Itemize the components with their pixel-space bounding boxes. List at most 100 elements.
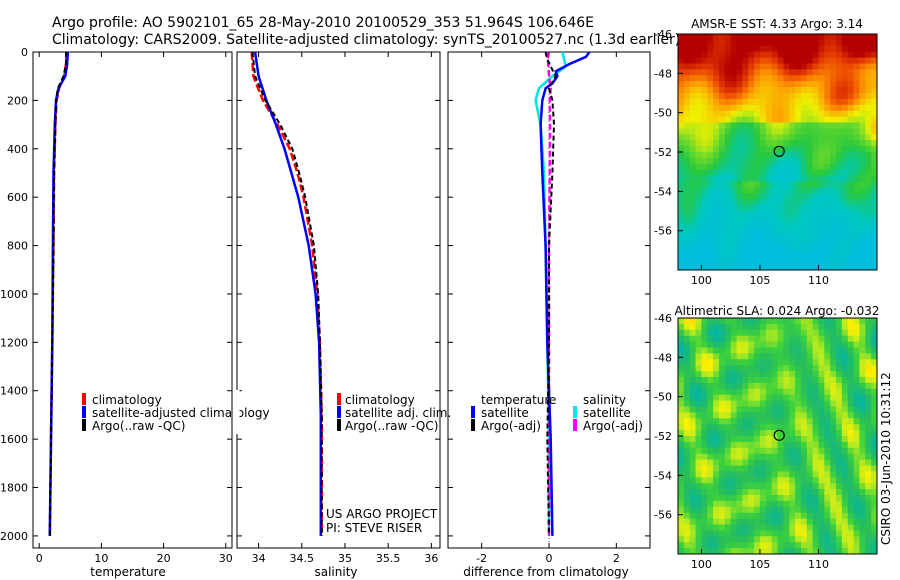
heat-cell (830, 45, 837, 53)
heat-cell (736, 93, 743, 100)
heat-cell (783, 465, 790, 472)
heat-cell (830, 246, 837, 253)
heat-cell (871, 542, 877, 549)
heat-cell (847, 441, 855, 449)
heat-cell (718, 45, 726, 53)
heat-cell (806, 453, 814, 461)
heat-cell (847, 75, 855, 82)
heat-cell (730, 536, 738, 543)
heat-cell (701, 347, 708, 354)
heat-cell (713, 81, 720, 88)
heat-cell (754, 335, 761, 343)
heat-cell (713, 453, 720, 461)
heat-cell (812, 536, 820, 543)
heat-cell (806, 199, 814, 206)
heat-cell (783, 418, 790, 425)
heat-cell (800, 548, 808, 554)
heat-cell (689, 128, 697, 135)
heat-cell (759, 471, 767, 478)
heat-cell (718, 75, 726, 82)
heat-cell (795, 477, 802, 484)
heat-cell (783, 175, 790, 183)
heat-cell (806, 211, 814, 218)
heat-cell (759, 418, 767, 425)
heat-cell (847, 116, 855, 124)
heat-cell (771, 500, 779, 508)
heat-cell (800, 518, 808, 526)
heat-cell (678, 51, 685, 59)
heat-cell (836, 163, 843, 171)
heat-cell (789, 495, 796, 502)
heat-cell (707, 146, 714, 153)
heat-cell (736, 465, 743, 472)
heat-cell (789, 371, 796, 378)
heat-cell (812, 518, 820, 526)
heat-cell (865, 228, 872, 236)
heat-cell (759, 548, 767, 554)
heat-cell (795, 234, 802, 242)
heat-cell (806, 424, 814, 431)
heat-cell (800, 465, 808, 472)
heat-cell (836, 524, 843, 531)
heat-cell (689, 477, 697, 484)
heat-cell (730, 548, 738, 554)
heat-cell (783, 506, 790, 514)
heat-cell (795, 98, 802, 106)
heat-cell (759, 353, 767, 360)
timestamp-stamp: CSIRO 03-Jun-2010 10:31:12 (879, 372, 893, 545)
heat-cell (812, 152, 820, 159)
heat-cell (713, 335, 720, 343)
heat-cell (713, 63, 720, 70)
heat-cell (724, 406, 732, 413)
heat-cell (718, 406, 726, 413)
heat-cell (777, 335, 784, 343)
heat-cell (812, 329, 820, 337)
heat-cell (707, 359, 714, 366)
heat-cell (806, 518, 814, 526)
heat-cell (800, 418, 808, 425)
heat-cell (707, 81, 714, 88)
heat-cell (695, 110, 703, 118)
heat-cell (678, 329, 685, 337)
heat-cell (841, 234, 849, 242)
heat-cell (736, 45, 743, 53)
heat-cell (736, 424, 743, 431)
heat-cell (771, 45, 779, 53)
heat-cell (748, 264, 755, 270)
heat-cell (695, 258, 703, 265)
heat-cell (859, 34, 866, 41)
heat-cell (689, 264, 697, 270)
heat-cell (847, 371, 855, 378)
heat-cell (759, 51, 767, 59)
legend-label: Argo(-adj) (481, 419, 541, 433)
heat-cell (689, 359, 697, 366)
heat-cell (736, 75, 743, 82)
heat-cell (736, 152, 743, 159)
heat-cell (695, 382, 703, 390)
heat-cell (841, 388, 849, 396)
heat-cell (724, 489, 732, 496)
heat-cell (853, 318, 861, 325)
heat-cell (689, 483, 697, 490)
heat-cell (859, 441, 866, 449)
heat-cell (841, 548, 849, 554)
heat-cell (759, 63, 767, 70)
heat-cell (754, 518, 761, 526)
heat-cell (742, 353, 749, 360)
heat-cell (765, 436, 773, 443)
heat-cell (847, 453, 855, 461)
heat-cell (742, 175, 749, 183)
heat-cell (707, 530, 714, 537)
heat-cell (754, 453, 761, 461)
heat-cell (742, 193, 749, 200)
heat-cell (689, 34, 697, 41)
heat-cell (730, 240, 738, 247)
heat-cell (836, 436, 843, 443)
heat-cell (871, 341, 877, 349)
heat-cell (871, 39, 877, 47)
heat-cell (689, 441, 697, 449)
heat-cell (759, 382, 767, 390)
heat-cell (841, 216, 849, 224)
heat-cell (789, 441, 796, 449)
heat-cell (818, 57, 825, 65)
